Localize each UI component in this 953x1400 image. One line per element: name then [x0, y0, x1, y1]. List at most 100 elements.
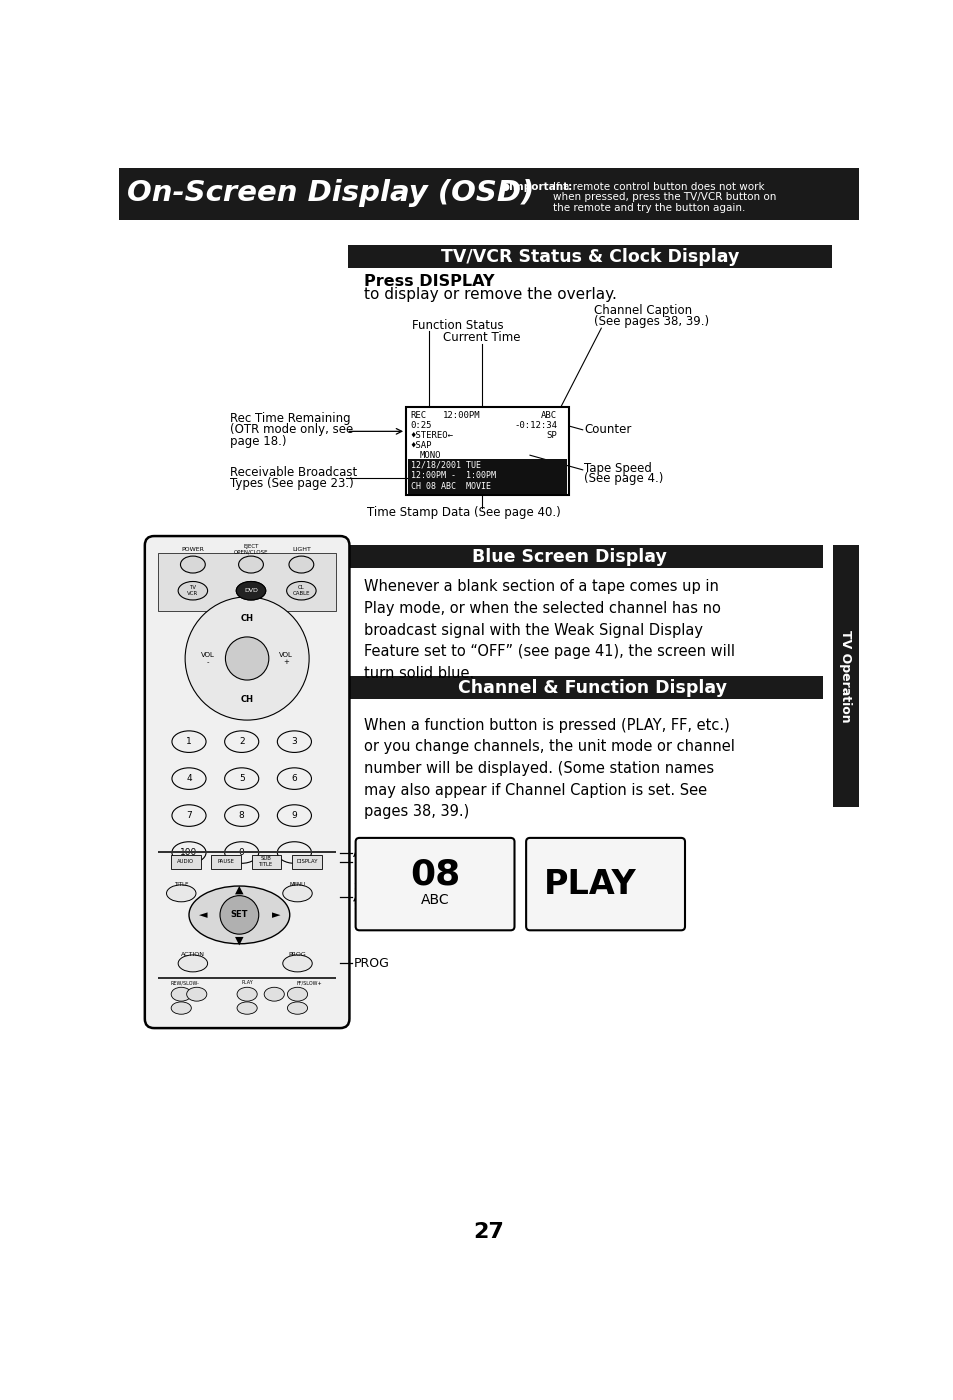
- Ellipse shape: [238, 556, 263, 573]
- Text: PAUSE: PAUSE: [217, 860, 234, 864]
- Text: SELECT: SELECT: [353, 881, 400, 893]
- Ellipse shape: [287, 1002, 307, 1014]
- Bar: [406, 406, 568, 496]
- Ellipse shape: [172, 841, 206, 864]
- Text: Time Stamp Data (See page 40.): Time Stamp Data (See page 40.): [367, 505, 560, 518]
- Text: 9: 9: [292, 811, 297, 820]
- Text: 7: 7: [186, 811, 192, 820]
- Text: LIGHT: LIGHT: [292, 546, 311, 552]
- Text: ▲▼◄►: ▲▼◄►: [353, 892, 387, 902]
- Ellipse shape: [171, 1002, 192, 1014]
- Text: If a remote control button does not work: If a remote control button does not work: [553, 182, 764, 192]
- Ellipse shape: [287, 987, 307, 1001]
- Text: ▲: ▲: [234, 885, 243, 895]
- Text: ▼: ▼: [234, 935, 243, 945]
- Bar: [407, 459, 567, 494]
- Ellipse shape: [236, 987, 257, 1001]
- Ellipse shape: [187, 987, 207, 1001]
- Text: TITLE: TITLE: [173, 882, 189, 886]
- Text: TV Operation: TV Operation: [838, 630, 851, 722]
- Text: -0:12:34: -0:12:34: [514, 421, 557, 430]
- Text: to display or remove the overlay.: to display or remove the overlay.: [364, 287, 617, 302]
- Ellipse shape: [171, 987, 192, 1001]
- Text: 0: 0: [238, 848, 244, 857]
- Text: ABC: ABC: [540, 410, 557, 420]
- Text: Types (See page 23.): Types (See page 23.): [230, 477, 354, 490]
- Text: 4: 4: [186, 774, 192, 783]
- Text: ACTION: ACTION: [181, 952, 205, 958]
- Text: Rec Time Remaining: Rec Time Remaining: [230, 412, 351, 424]
- FancyBboxPatch shape: [525, 837, 684, 931]
- Ellipse shape: [277, 767, 311, 790]
- Text: 3: 3: [292, 738, 297, 746]
- Ellipse shape: [224, 731, 258, 752]
- Text: CH 08 ABC  MOVIE: CH 08 ABC MOVIE: [410, 482, 490, 491]
- Text: page 18.): page 18.): [230, 435, 286, 448]
- Ellipse shape: [282, 885, 312, 902]
- Text: TV
VCR: TV VCR: [187, 585, 198, 596]
- Text: ●Important:: ●Important:: [500, 182, 572, 192]
- Ellipse shape: [277, 805, 311, 826]
- Ellipse shape: [236, 581, 266, 601]
- Text: ♦STEREO←: ♦STEREO←: [410, 431, 454, 441]
- Ellipse shape: [289, 556, 314, 573]
- Text: 1: 1: [186, 738, 192, 746]
- Text: When a function button is pressed (PLAY, FF, etc.)
or you change channels, the u: When a function button is pressed (PLAY,…: [364, 718, 734, 819]
- Text: CH: CH: [240, 615, 253, 623]
- Bar: [348, 545, 822, 568]
- Ellipse shape: [277, 841, 311, 864]
- Ellipse shape: [236, 1002, 257, 1014]
- Bar: [158, 851, 335, 854]
- Ellipse shape: [180, 556, 205, 573]
- Text: On-Screen Display (OSD): On-Screen Display (OSD): [127, 179, 534, 207]
- Text: PROG: PROG: [353, 958, 389, 970]
- Bar: [119, 168, 858, 220]
- Text: Receivable Broadcast: Receivable Broadcast: [230, 466, 357, 479]
- Text: 100: 100: [180, 848, 197, 857]
- Text: SET: SET: [353, 900, 376, 913]
- Text: 08: 08: [410, 857, 459, 890]
- Text: MONO: MONO: [419, 451, 441, 461]
- Bar: [158, 977, 335, 979]
- Text: Tape Speed: Tape Speed: [583, 462, 652, 475]
- Text: DVD: DVD: [245, 588, 256, 594]
- Text: DVD: DVD: [244, 588, 257, 594]
- Text: TV/VCR Status & Clock Display: TV/VCR Status & Clock Display: [441, 248, 739, 266]
- Text: POWER: POWER: [181, 546, 204, 552]
- Text: 8: 8: [238, 811, 244, 820]
- Text: Channel & Function Display: Channel & Function Display: [457, 679, 726, 697]
- Bar: [348, 676, 822, 699]
- Ellipse shape: [264, 987, 284, 1001]
- Text: Blue Screen Display: Blue Screen Display: [472, 547, 666, 566]
- Bar: [212, 855, 241, 868]
- Text: 12/18/2001 TUE: 12/18/2001 TUE: [410, 461, 480, 470]
- FancyBboxPatch shape: [355, 837, 514, 931]
- Text: PROG: PROG: [289, 952, 306, 958]
- Bar: [292, 855, 321, 868]
- Ellipse shape: [178, 955, 208, 972]
- Text: REC: REC: [410, 410, 426, 420]
- Text: (See page 4.): (See page 4.): [583, 472, 663, 484]
- Circle shape: [225, 637, 269, 680]
- Bar: [171, 855, 200, 868]
- Text: CH: CH: [240, 694, 253, 704]
- Text: PLAY: PLAY: [241, 980, 253, 986]
- Text: Channel Caption: Channel Caption: [593, 304, 691, 316]
- Ellipse shape: [282, 955, 312, 972]
- Text: VOL
-: VOL -: [201, 652, 215, 665]
- Text: Current Time: Current Time: [443, 330, 520, 344]
- Text: Counter: Counter: [583, 423, 631, 437]
- Bar: [348, 245, 831, 269]
- Text: 0:25: 0:25: [410, 421, 432, 430]
- Text: (OTR mode only, see: (OTR mode only, see: [230, 423, 353, 437]
- Text: ◄: ◄: [198, 910, 207, 920]
- Text: Press DISPLAY: Press DISPLAY: [364, 273, 495, 288]
- Ellipse shape: [189, 886, 290, 944]
- Text: Function Status: Function Status: [412, 319, 503, 332]
- Text: CL
CABLE: CL CABLE: [293, 585, 310, 596]
- Ellipse shape: [224, 841, 258, 864]
- Ellipse shape: [178, 581, 208, 601]
- Ellipse shape: [277, 731, 311, 752]
- Circle shape: [220, 896, 258, 934]
- Text: 12:00PM -  1:00PM: 12:00PM - 1:00PM: [410, 472, 496, 480]
